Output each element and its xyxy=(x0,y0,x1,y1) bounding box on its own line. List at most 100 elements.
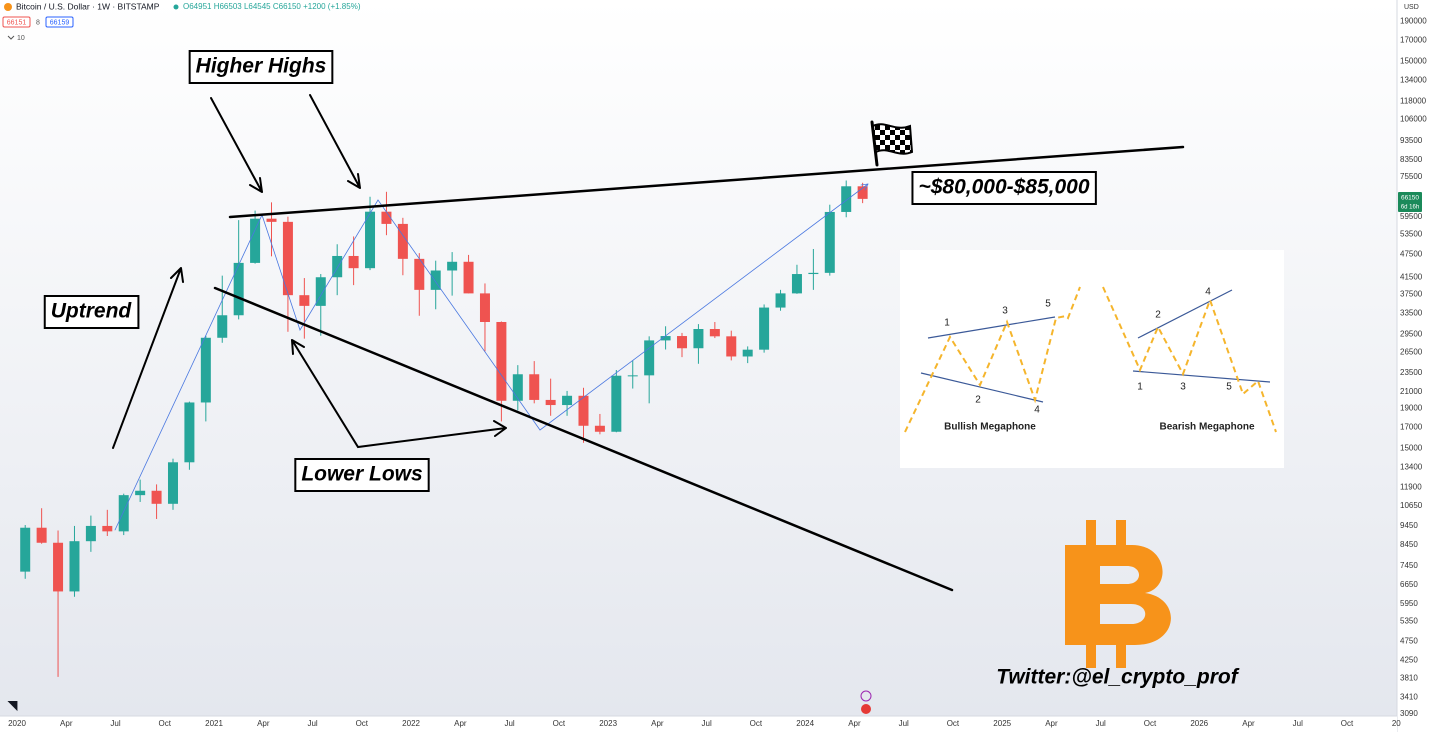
tv-logo[interactable]: ◥ xyxy=(7,698,18,712)
x-tick-label: Apr xyxy=(1242,719,1255,728)
x-tick-label: Jul xyxy=(307,719,317,728)
x-tick-label: 2025 xyxy=(993,719,1011,728)
point-label: 2 xyxy=(1155,310,1161,321)
y-tick-label: 19000 xyxy=(1400,404,1423,413)
x-tick-label: 2024 xyxy=(796,719,814,728)
x-tick-label: Jul xyxy=(110,719,120,728)
logo-b xyxy=(1065,545,1171,645)
x-tick-label: Oct xyxy=(750,719,763,728)
candle-body xyxy=(759,307,770,350)
candle-body xyxy=(381,211,392,224)
y-tick-label: 21000 xyxy=(1400,387,1423,396)
candle-body xyxy=(315,277,326,306)
x-tick-label: Jul xyxy=(1096,719,1106,728)
candle-body xyxy=(85,525,96,542)
megaphone-inset: Bullish Megaphone Bearish Megaphone 1 2 … xyxy=(900,250,1284,468)
annotation: ~$80,000-$85,000 xyxy=(918,176,1089,199)
x-tick-label: Jul xyxy=(1293,719,1303,728)
inset-title: Bullish Megaphone xyxy=(944,422,1036,433)
y-tick-label: 8450 xyxy=(1400,540,1418,549)
currency[interactable]: USD xyxy=(1404,4,1419,11)
x-tick-label: Oct xyxy=(553,719,566,728)
candle-body xyxy=(578,395,589,426)
y-tick-label: 33500 xyxy=(1400,308,1423,317)
ask[interactable]: 66159 xyxy=(50,19,70,26)
annotation-box xyxy=(43,295,140,329)
y-tick-label: 26500 xyxy=(1400,348,1423,357)
x-tick-label: 2022 xyxy=(402,719,420,728)
arrow-head xyxy=(860,183,869,191)
y-tick-label: 118000 xyxy=(1400,97,1427,106)
candle-body xyxy=(430,270,441,290)
candle-body xyxy=(348,255,359,269)
inset-title: Bearish Megaphone xyxy=(1159,422,1254,433)
collapse-icon[interactable] xyxy=(7,35,15,40)
symbol-name[interactable]: Bitcoin / U.S. Dollar · 1W · BITSTAMP xyxy=(16,1,160,11)
point-label: 3 xyxy=(1002,306,1008,317)
market-status xyxy=(173,4,179,10)
candle-body xyxy=(857,186,868,199)
pattern-line xyxy=(920,372,1044,403)
buy-button[interactable] xyxy=(45,16,74,28)
ohlc: O64951 H66503 L64545 C66150 +1200 (+1.85… xyxy=(183,2,361,11)
finish-flag xyxy=(871,123,914,155)
symbol-icon xyxy=(4,3,12,11)
x-tick-label: 2021 xyxy=(205,719,223,728)
x-tick-label: 2023 xyxy=(599,719,617,728)
y-tick-label: 6650 xyxy=(1400,580,1418,589)
point-label: 3 xyxy=(1180,382,1186,393)
candle-body xyxy=(693,329,704,349)
y-tick-label: 106000 xyxy=(1400,115,1427,124)
candle-body xyxy=(611,375,622,432)
x-tick-label: Oct xyxy=(1341,719,1354,728)
y-tick-label: 93500 xyxy=(1400,136,1423,145)
y-tick-label: 75500 xyxy=(1400,172,1423,181)
candle-body xyxy=(397,223,408,259)
x-tick-label: Jul xyxy=(702,719,712,728)
x-tick-label: Apr xyxy=(848,719,861,728)
candle-body xyxy=(69,541,80,592)
candle-body xyxy=(545,399,556,406)
candle-body xyxy=(282,221,293,296)
x-tick-label: Apr xyxy=(257,719,270,728)
candle-body xyxy=(529,374,540,400)
drawings xyxy=(112,94,1185,592)
candle-body xyxy=(562,395,573,406)
y-tick-label: 10650 xyxy=(1400,501,1423,510)
annotation-box xyxy=(294,458,430,492)
bitcoin-logo xyxy=(1065,520,1171,668)
last-price: 66150 xyxy=(1401,195,1419,202)
logo-bar xyxy=(1086,520,1096,550)
point-label: 5 xyxy=(1045,299,1051,310)
candle-body xyxy=(742,349,753,357)
event-icon[interactable] xyxy=(861,704,871,714)
candle-body xyxy=(660,336,671,341)
bid[interactable]: 66151 xyxy=(7,19,27,26)
annotation: Lower Lows xyxy=(301,463,422,486)
y-tick-label: 3090 xyxy=(1400,709,1418,718)
sell-button[interactable] xyxy=(2,16,31,28)
x-tick-label: Apr xyxy=(454,719,467,728)
support-line xyxy=(213,286,954,592)
candle-body xyxy=(102,525,113,532)
candle-body xyxy=(250,218,261,263)
header: Bitcoin / U.S. Dollar · 1W · BITSTAMP O6… xyxy=(2,1,1422,714)
candle-body xyxy=(463,261,474,294)
event-icon[interactable] xyxy=(860,690,872,702)
annotation: Higher Highs xyxy=(196,55,327,78)
candle-body xyxy=(677,336,688,349)
candle-body xyxy=(200,337,211,403)
candle-body xyxy=(627,375,638,377)
y-tick-label: 53500 xyxy=(1400,230,1423,239)
point-label: 4 xyxy=(1034,405,1040,416)
candle-body xyxy=(726,336,737,357)
resistance-line xyxy=(228,145,1185,219)
candle-body xyxy=(184,402,195,463)
candle-body xyxy=(512,374,523,401)
indicator-count[interactable]: 10 xyxy=(17,35,25,42)
y-tick-label: 13400 xyxy=(1400,462,1423,471)
candle-body xyxy=(20,527,31,572)
x-tick-label: 2026 xyxy=(1190,719,1208,728)
y-tick-label: 7450 xyxy=(1400,561,1418,570)
